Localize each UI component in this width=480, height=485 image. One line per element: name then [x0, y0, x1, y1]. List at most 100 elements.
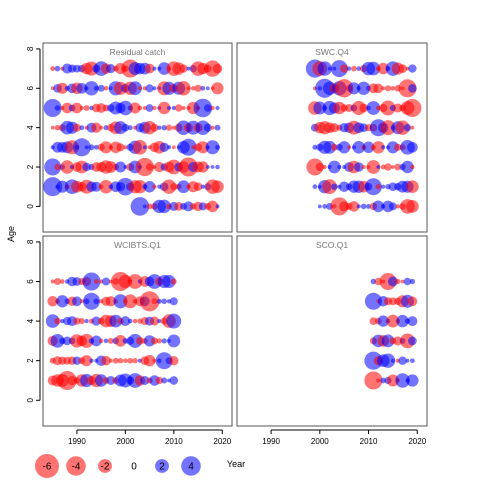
residual-bubble [330, 60, 348, 78]
residual-bubble [406, 374, 419, 387]
residual-bubble [62, 336, 72, 346]
residual-bubble [93, 279, 99, 284]
residual-bubble [215, 105, 220, 111]
residual-bubble [142, 204, 147, 209]
residual-bubble [407, 141, 418, 153]
panel-title: WCIBTS.Q1 [114, 240, 161, 250]
residual-bubble [161, 298, 167, 305]
legend-bubble [155, 459, 169, 473]
residual-bubble [93, 298, 100, 305]
panel-frame [42, 42, 233, 233]
residual-bubble [395, 120, 410, 135]
residual-bubble [403, 98, 422, 118]
residual-bubble [338, 141, 351, 154]
residual-bubble [90, 335, 102, 347]
residual-bubble [360, 203, 367, 210]
residual-bubble [340, 64, 349, 73]
residual-bubble [337, 164, 342, 170]
residual-bubble [327, 66, 332, 71]
residual-bubble [50, 334, 65, 348]
residual-bubble [400, 279, 405, 284]
residual-bubble [375, 183, 382, 190]
residual-bubble [331, 183, 338, 190]
residual-bubble [79, 299, 84, 304]
residual-bubble [322, 203, 328, 209]
residual-bubble [401, 160, 414, 174]
residual-bubble [203, 123, 212, 132]
residual-bubble [347, 82, 360, 95]
residual-bubble [107, 337, 114, 344]
residual-bubble [322, 164, 327, 170]
residual-bubble [84, 319, 89, 324]
residual-bubble [377, 315, 389, 327]
residual-bubble [157, 101, 171, 115]
x-tick-label: 1990 [262, 437, 280, 446]
residual-bubble [79, 106, 84, 110]
residual-bubble [161, 125, 167, 131]
residual-bubble [81, 355, 93, 367]
residual-bubble [165, 124, 173, 131]
residual-bubble [139, 291, 160, 312]
residual-bubble [171, 145, 176, 150]
residual-bubble [330, 143, 338, 151]
residual-bubble [323, 140, 337, 154]
residual-bubble [177, 180, 190, 194]
residual-bubble [190, 86, 196, 91]
residual-bubble [161, 179, 177, 194]
residual-bubble [130, 197, 150, 216]
residual-bubble [366, 61, 381, 76]
residual-bubble [166, 105, 172, 111]
residual-bubble [388, 202, 397, 211]
residual-bubble [210, 165, 215, 169]
x-tick-label: 2020 [408, 437, 426, 446]
residual-bubble [407, 296, 418, 307]
residual-bubble [54, 105, 61, 111]
residual-bubble [380, 120, 396, 136]
residual-bubble [56, 295, 69, 308]
residual-bubble [72, 138, 91, 157]
residual-bubble [381, 184, 386, 189]
residual-bubble [169, 355, 179, 366]
residual-bubble [205, 140, 220, 155]
residual-bubble [317, 204, 322, 209]
panel-title: Residual catch [110, 47, 166, 57]
residual-bubble [143, 180, 156, 193]
residual-bubble [54, 124, 61, 131]
residual-bubble [214, 124, 221, 131]
residual-bubble [152, 66, 157, 71]
residual-bubble [347, 145, 352, 150]
residual-bubble [123, 165, 128, 169]
residual-bubble [380, 100, 396, 116]
residual-bubble [183, 201, 194, 212]
residual-bubble [76, 82, 88, 94]
residual-bubble [127, 274, 143, 289]
residual-bubble [93, 85, 99, 91]
residual-bubble [380, 164, 386, 170]
residual-bubble [50, 125, 55, 130]
residual-bubble [54, 163, 61, 171]
legend-bubble [66, 456, 86, 476]
residual-bubble [171, 105, 176, 111]
residual-bubble [179, 138, 197, 156]
y-axis-title: Age [6, 226, 16, 242]
residual-bubble [89, 358, 94, 363]
residual-bubble [380, 353, 396, 368]
residual-bubble [53, 277, 62, 286]
residual-bubble [200, 85, 206, 91]
residual-bubble [83, 105, 90, 111]
residual-bubble [313, 101, 327, 115]
residual-bubble [408, 64, 417, 73]
residual-bubble [200, 184, 205, 189]
residual-bubble [370, 278, 377, 285]
residual-bubble [99, 179, 113, 194]
residual-bubble [54, 65, 61, 72]
legend-label: 4 [188, 462, 194, 473]
x-tick-label: 2010 [165, 437, 183, 446]
residual-bubble [410, 164, 415, 170]
residual-bubble [210, 105, 215, 111]
residual-bubble [142, 145, 147, 150]
residual-bubble [101, 355, 111, 366]
residual-bubble [328, 160, 341, 174]
residual-bubble [67, 375, 77, 386]
residual-bubble [167, 334, 181, 348]
